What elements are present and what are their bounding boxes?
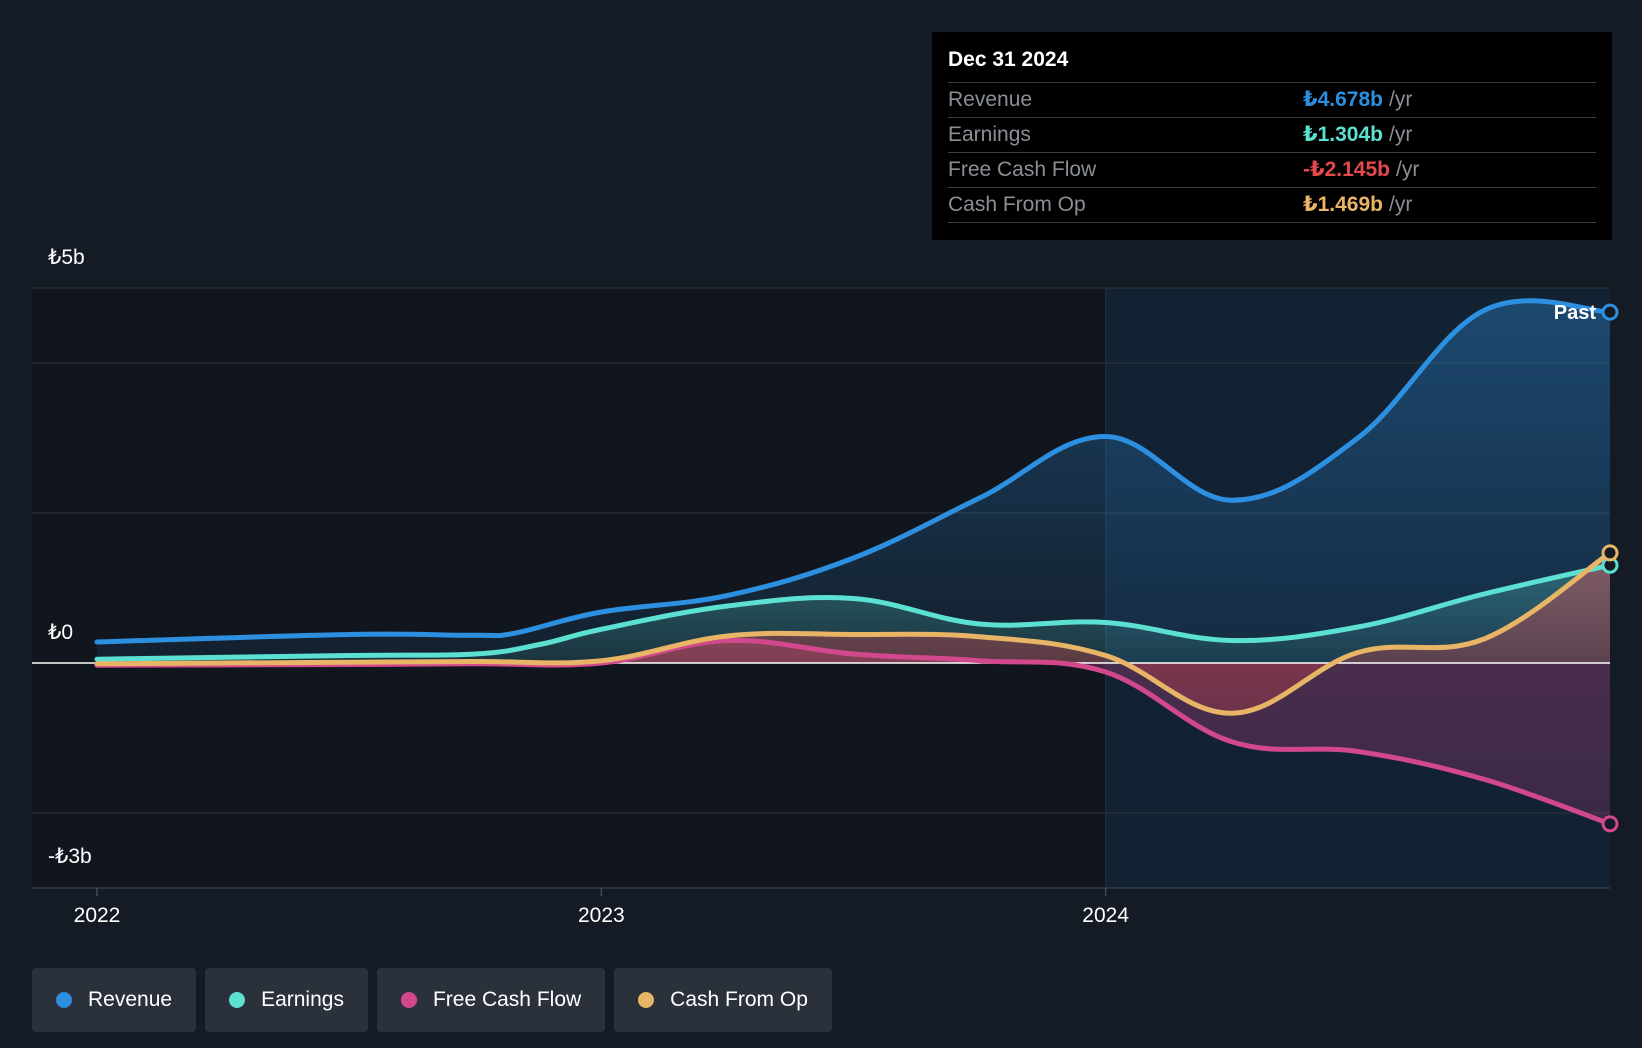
tooltip-label: Free Cash Flow xyxy=(948,158,1097,181)
legend-item-revenue[interactable]: Revenue xyxy=(32,968,197,1032)
area-cash-from-op xyxy=(97,552,1610,714)
endpoint-revenue xyxy=(1601,303,1619,321)
tooltip-row-revenue: Revenue ₺4.678b /yr xyxy=(948,83,1596,118)
tooltip-unit: /yr xyxy=(1389,88,1413,111)
legend-dot-icon xyxy=(400,992,417,1008)
x-tick-label: 2023 xyxy=(578,904,625,927)
area-earnings xyxy=(97,565,1610,663)
tooltip-value: -₺2.145b xyxy=(1303,158,1390,181)
area-revenue xyxy=(97,300,1610,663)
tooltip-row-free-cash-flow: Free Cash Flow -₺2.145b /yr xyxy=(948,153,1596,188)
x-tick-label: 2022 xyxy=(74,904,121,927)
endpoint-free-cash-flow xyxy=(1601,815,1619,833)
y-tick-label: -₺3b xyxy=(48,845,92,868)
legend-dot-icon xyxy=(229,992,246,1008)
tooltip-unit: /yr xyxy=(1389,123,1413,146)
legend-item-earnings[interactable]: Earnings xyxy=(205,968,368,1032)
tooltip-date: Dec 31 2024 xyxy=(948,46,1596,83)
tooltip: Dec 31 2024 Revenue ₺4.678b /yr Earnings… xyxy=(932,32,1612,240)
y-tick-label: ₺0 xyxy=(48,621,73,644)
series-areas xyxy=(97,300,1610,824)
legend-label: Cash From Op xyxy=(670,988,808,1011)
tooltip-row-cash-from-op: Cash From Op ₺1.469b /yr xyxy=(948,188,1596,223)
tooltip-row-earnings: Earnings ₺1.304b /yr xyxy=(948,118,1596,153)
endpoint-cash-from-op xyxy=(1601,544,1619,562)
legend-dot-icon xyxy=(56,992,72,1008)
line-revenue xyxy=(94,298,1613,645)
legend: Revenue Earnings Free Cash Flow Cash Fro… xyxy=(32,968,832,1032)
financial-chart: ₺5b ₺0 -₺3b 2022 2023 2024 Past xyxy=(32,246,1619,927)
tooltip-value: ₺4.678b xyxy=(1303,88,1383,111)
tooltip-label: Cash From Op xyxy=(948,193,1086,216)
tooltip-unit: /yr xyxy=(1395,158,1420,181)
tooltip-value: ₺1.469b xyxy=(1303,193,1383,216)
tooltip-unit: /yr xyxy=(1389,193,1413,216)
line-earnings xyxy=(94,562,1613,662)
tooltip-label: Earnings xyxy=(948,123,1031,146)
y-tick-label: ₺5b xyxy=(48,246,85,269)
past-label: Past xyxy=(1554,302,1597,324)
legend-item-cash-from-op[interactable]: Cash From Op xyxy=(614,968,832,1032)
legend-dot-icon xyxy=(638,992,655,1008)
y-axis-labels: ₺5b ₺0 -₺3b xyxy=(48,246,92,868)
legend-label: Revenue xyxy=(88,988,173,1011)
legend-label: Earnings xyxy=(261,988,344,1011)
legend-label: Free Cash Flow xyxy=(432,988,582,1011)
x-tick-label: 2024 xyxy=(1082,904,1129,927)
tooltip-value: ₺1.304b xyxy=(1303,123,1383,146)
series-endpoints xyxy=(1601,303,1619,833)
series-lines xyxy=(94,298,1613,827)
x-axis: 2022 2023 2024 xyxy=(74,888,1129,927)
legend-item-free-cash-flow[interactable]: Free Cash Flow xyxy=(376,968,606,1032)
line-cash-from-op xyxy=(94,550,1613,716)
tooltip-label: Revenue xyxy=(948,88,1033,111)
